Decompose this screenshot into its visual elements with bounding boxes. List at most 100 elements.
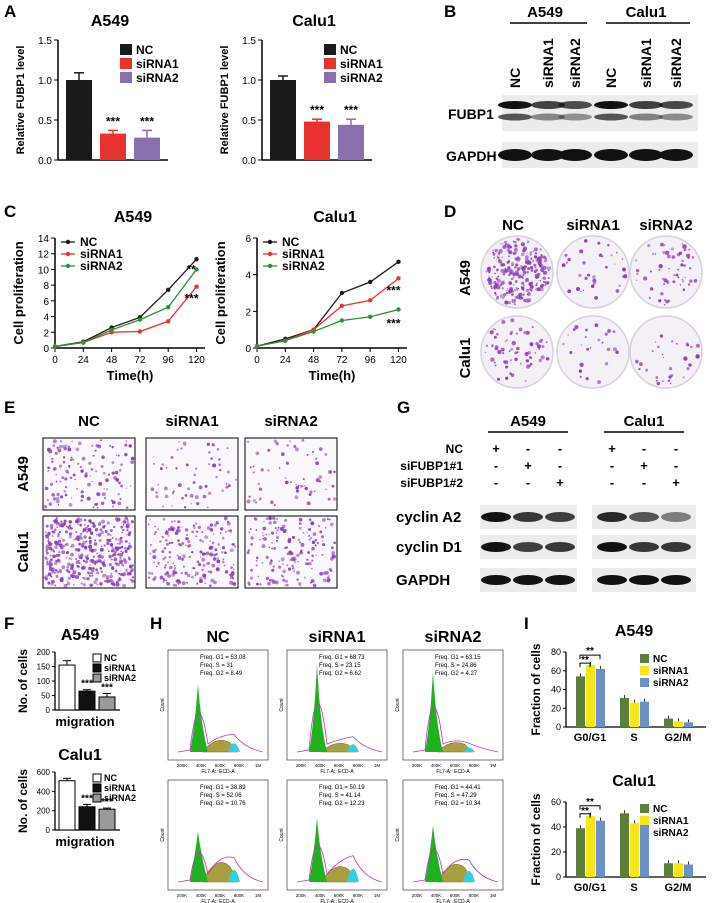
colony xyxy=(610,254,613,257)
migrated-cell xyxy=(308,493,312,497)
condition-sign: - xyxy=(558,458,562,473)
x-tick-label: 1M xyxy=(490,893,497,898)
migrated-cell xyxy=(268,561,273,566)
migrated-cell xyxy=(111,536,114,540)
migrated-cell xyxy=(302,478,305,481)
colony xyxy=(584,335,587,339)
migrated-cell xyxy=(55,522,60,526)
migrated-cell xyxy=(92,506,95,509)
chart-title: Calu1 xyxy=(313,209,357,226)
migrated-cell xyxy=(78,559,80,562)
migrated-cell xyxy=(191,550,194,554)
significance-label: *** xyxy=(310,103,324,117)
significance-label: ** xyxy=(586,646,594,657)
migrated-cell xyxy=(81,456,86,461)
blot-row-label: cyclin A2 xyxy=(396,509,461,526)
migrated-cell xyxy=(69,476,73,480)
migrated-cell xyxy=(60,537,63,540)
y-tick-label: 50 xyxy=(41,692,50,701)
colony xyxy=(520,265,523,268)
y-tick-label: 150 xyxy=(37,663,51,672)
bar xyxy=(304,121,330,160)
migrated-cell xyxy=(117,538,120,541)
migrated-cell xyxy=(164,563,167,567)
x-axis-label: Time(h) xyxy=(107,368,154,383)
migrated-cell xyxy=(128,564,133,569)
migrated-cell xyxy=(86,577,90,580)
migrated-cell xyxy=(164,556,167,559)
data-point xyxy=(396,307,401,312)
migrated-cell xyxy=(99,528,103,532)
y-axis-label: No. of cells xyxy=(16,769,30,833)
migrated-cell xyxy=(246,551,250,555)
migrated-cell xyxy=(166,561,169,564)
migrated-cell xyxy=(57,448,62,453)
blot-row-label: GAPDH xyxy=(446,148,497,164)
migrated-cell xyxy=(234,545,237,548)
migrated-cell xyxy=(111,500,116,505)
migrated-cell xyxy=(221,546,226,550)
migrated-cell xyxy=(106,579,110,584)
colony xyxy=(668,267,670,270)
g2-peak xyxy=(463,871,475,882)
y-tick-label: 40 xyxy=(551,822,561,832)
protein-band xyxy=(661,512,691,522)
y-tick-label: 6 xyxy=(245,234,251,245)
bar xyxy=(98,808,116,831)
colony xyxy=(606,347,611,352)
stat-label: Freq. G1 = 50.19 xyxy=(319,785,365,791)
legend-label: NC xyxy=(282,235,300,249)
migrated-cell xyxy=(100,465,104,468)
bar xyxy=(664,718,673,727)
migrated-cell xyxy=(207,570,210,573)
migrated-cell xyxy=(100,530,104,535)
colony xyxy=(538,348,541,350)
migrated-cell xyxy=(68,520,72,523)
colony xyxy=(592,281,597,285)
legend-swatch xyxy=(92,653,102,663)
colony xyxy=(582,261,586,265)
colony xyxy=(672,255,674,258)
legend-swatch xyxy=(92,673,102,683)
condition-sign: - xyxy=(642,475,646,490)
migrated-cell xyxy=(153,456,155,458)
x-tick-label: 24 xyxy=(280,355,292,366)
migrated-cell xyxy=(111,565,114,569)
colony xyxy=(496,278,501,283)
colony xyxy=(604,362,609,366)
migrated-cell xyxy=(88,521,91,523)
legend-swatch xyxy=(92,783,102,793)
migrated-cell xyxy=(293,559,296,562)
migrated-cell xyxy=(174,584,178,587)
colony xyxy=(501,351,505,355)
migrated-cell xyxy=(68,464,71,468)
colony xyxy=(512,273,515,277)
migrated-cell xyxy=(231,571,235,575)
migrated-cell xyxy=(260,468,264,472)
migrated-cell xyxy=(233,568,235,570)
colony xyxy=(535,341,539,346)
migrated-cell xyxy=(177,483,182,488)
y-tick-label: 1.0 xyxy=(242,76,256,87)
migrated-cell xyxy=(295,485,299,490)
chart-title: Calu1 xyxy=(612,773,656,790)
migrated-cell xyxy=(204,582,206,585)
migrated-cell xyxy=(75,557,78,560)
colony xyxy=(514,247,518,252)
colony xyxy=(509,372,512,375)
migrated-cell xyxy=(257,482,260,486)
colony xyxy=(623,274,628,279)
migrated-cell xyxy=(302,531,305,534)
colony xyxy=(638,367,641,371)
protein-band xyxy=(498,149,532,161)
migrated-cell xyxy=(54,451,58,456)
colony xyxy=(490,287,494,290)
colony xyxy=(522,284,525,287)
migrated-cell xyxy=(78,542,81,546)
migrated-cell xyxy=(213,523,218,527)
colony xyxy=(514,266,517,269)
migrated-cell xyxy=(314,544,317,547)
colony xyxy=(585,328,588,332)
migrated-cell xyxy=(177,539,180,542)
